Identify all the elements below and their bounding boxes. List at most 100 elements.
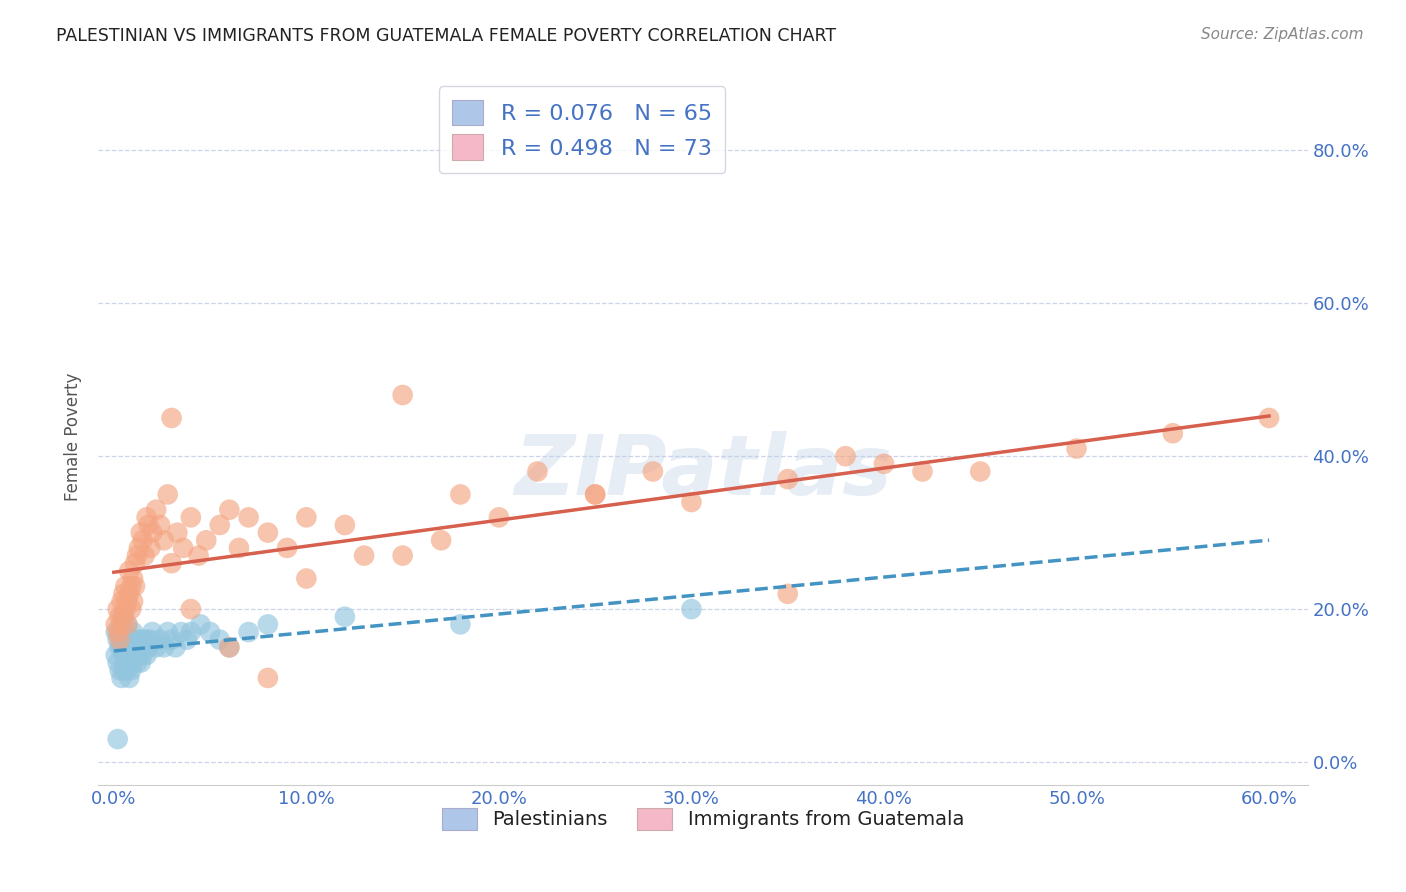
- Point: [295, 572, 318, 586]
- Point: [145, 502, 167, 516]
- Point: [118, 656, 141, 670]
- Point: [218, 502, 240, 516]
- Point: [208, 518, 231, 533]
- Point: [776, 472, 799, 486]
- Point: [165, 640, 187, 655]
- Point: [141, 525, 163, 540]
- Point: [873, 457, 896, 471]
- Point: [110, 617, 132, 632]
- Point: [911, 465, 934, 479]
- Point: [120, 602, 142, 616]
- Point: [208, 632, 231, 647]
- Point: [180, 510, 202, 524]
- Point: [295, 510, 318, 524]
- Point: [125, 549, 148, 563]
- Point: [238, 510, 260, 524]
- Point: [118, 587, 141, 601]
- Point: [120, 648, 142, 662]
- Point: [129, 656, 152, 670]
- Point: [124, 556, 146, 570]
- Point: [170, 625, 193, 640]
- Point: [108, 625, 131, 640]
- Point: [118, 564, 141, 578]
- Point: [114, 602, 136, 616]
- Point: [391, 388, 413, 402]
- Point: [107, 602, 129, 616]
- Point: [138, 518, 160, 533]
- Point: [156, 625, 179, 640]
- Point: [120, 663, 142, 677]
- Point: [145, 640, 167, 655]
- Point: [160, 556, 183, 570]
- Point: [190, 617, 212, 632]
- Point: [122, 625, 145, 640]
- Point: [112, 609, 135, 624]
- Point: [117, 617, 139, 632]
- Point: [110, 671, 132, 685]
- Point: [135, 648, 157, 662]
- Point: [129, 525, 152, 540]
- Point: [135, 510, 157, 524]
- Point: [176, 632, 198, 647]
- Point: [138, 640, 160, 655]
- Point: [118, 671, 141, 685]
- Point: [228, 541, 250, 555]
- Point: [257, 617, 280, 632]
- Point: [257, 525, 280, 540]
- Point: [195, 533, 218, 548]
- Point: [122, 640, 145, 655]
- Point: [160, 632, 183, 647]
- Point: [153, 533, 176, 548]
- Point: [125, 656, 148, 670]
- Point: [238, 625, 260, 640]
- Point: [124, 632, 146, 647]
- Point: [117, 663, 139, 677]
- Point: [139, 632, 162, 647]
- Point: [117, 617, 139, 632]
- Point: [583, 487, 606, 501]
- Point: [134, 640, 156, 655]
- Point: [128, 648, 150, 662]
- Point: [131, 632, 153, 647]
- Point: [187, 549, 209, 563]
- Point: [112, 587, 135, 601]
- Point: [257, 671, 280, 685]
- Point: [107, 656, 129, 670]
- Point: [333, 518, 356, 533]
- Point: [160, 411, 183, 425]
- Point: [122, 572, 145, 586]
- Point: [449, 617, 471, 632]
- Point: [125, 640, 148, 655]
- Point: [488, 510, 510, 524]
- Point: [1066, 442, 1088, 456]
- Point: [353, 549, 375, 563]
- Point: [124, 579, 146, 593]
- Point: [391, 549, 413, 563]
- Point: [108, 640, 131, 655]
- Point: [108, 632, 131, 647]
- Legend: Palestinians, Immigrants from Guatemala: Palestinians, Immigrants from Guatemala: [434, 800, 972, 838]
- Point: [114, 656, 136, 670]
- Point: [172, 541, 194, 555]
- Point: [108, 663, 131, 677]
- Point: [128, 541, 150, 555]
- Point: [139, 541, 162, 555]
- Point: [107, 732, 129, 747]
- Point: [276, 541, 298, 555]
- Point: [117, 632, 139, 647]
- Point: [107, 632, 129, 647]
- Text: ZIPatlas: ZIPatlas: [515, 432, 891, 512]
- Point: [449, 487, 471, 501]
- Point: [122, 594, 145, 608]
- Point: [110, 594, 132, 608]
- Point: [118, 640, 141, 655]
- Point: [112, 609, 135, 624]
- Point: [834, 449, 856, 463]
- Point: [180, 602, 202, 616]
- Point: [218, 640, 240, 655]
- Point: [149, 518, 172, 533]
- Point: [180, 625, 202, 640]
- Point: [141, 625, 163, 640]
- Point: [112, 632, 135, 647]
- Point: [198, 625, 221, 640]
